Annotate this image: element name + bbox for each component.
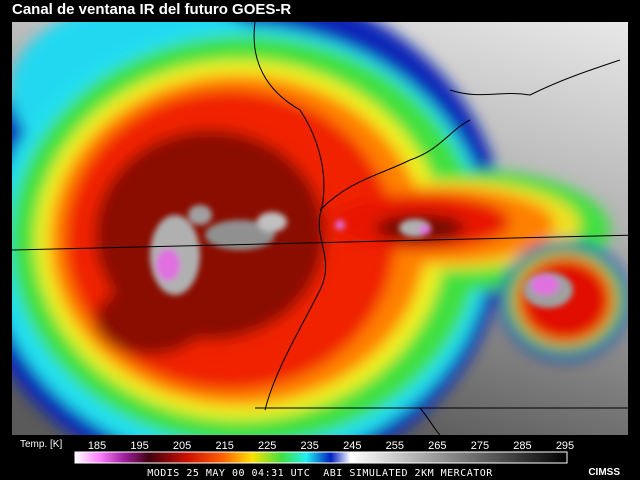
colorbar-tick-label: 195 [130,440,148,452]
credit: CIMSS [588,467,620,478]
cold-tops [150,205,573,308]
colorbar-tick-label: 285 [513,440,531,452]
colorbar-tick-label: 275 [471,440,489,452]
colorbar-tick-label: 235 [301,440,319,452]
colorbar-tick-label: 215 [215,440,233,452]
colorbar-tick-label: 295 [556,440,574,452]
footer: MODIS 25 MAY 00 04:31 UTC ABI SIMULATED … [147,468,493,479]
colorbar-tick-label: 185 [88,440,106,452]
colorbar-tick-label: 265 [428,440,446,452]
colorbar-tick-label: 225 [258,440,276,452]
borders [12,22,628,435]
colorbar-tick-label: 205 [173,440,191,452]
colorbar-label: Temp. [K] [20,439,62,450]
title: Canal de ventana IR del futuro GOES-R [12,1,291,18]
colorbar-tick-label: 245 [343,440,361,452]
colorbar [74,451,568,464]
colorbar-tick-label: 255 [386,440,404,452]
